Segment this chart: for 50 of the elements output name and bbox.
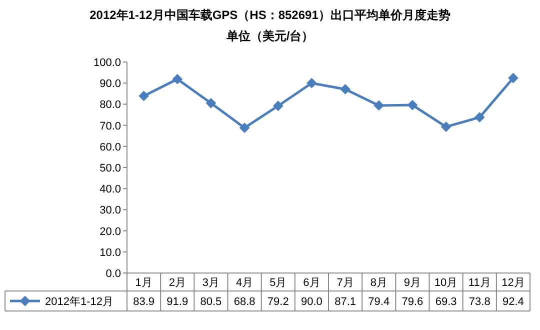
y-tick-label: 90.0 — [100, 78, 121, 90]
data-label: 79.6 — [402, 296, 424, 308]
y-tick-label: 10.0 — [100, 246, 121, 259]
x-tick-label: 2月 — [168, 277, 186, 289]
point — [138, 90, 149, 101]
chart-subtitle: 单位（美元/台） — [225, 29, 314, 43]
data-label: 80.5 — [200, 296, 222, 308]
data-label: 68.8 — [234, 296, 256, 308]
y-tick-label: 50.0 — [100, 162, 121, 174]
point — [273, 100, 284, 111]
data-label: 73.8 — [468, 296, 490, 308]
x-tick-label: 1月 — [135, 277, 152, 289]
data-label: 79.4 — [368, 296, 390, 308]
point — [172, 74, 182, 84]
point — [240, 122, 250, 133]
data-label: 79.2 — [267, 296, 289, 308]
x-tick-label: 10月 — [434, 277, 458, 289]
legend-label: 2012年1-12月 — [45, 296, 114, 308]
x-tick-label: 5月 — [270, 277, 287, 289]
x-tick-label: 3月 — [202, 277, 220, 289]
point — [474, 112, 485, 122]
data-label: 92.4 — [502, 296, 524, 308]
data-label: 90.0 — [300, 296, 322, 308]
point — [441, 122, 452, 132]
data-label: 87.1 — [334, 296, 356, 308]
y-tick-label: 80.0 — [100, 99, 121, 112]
y-tick-label: 0.0 — [106, 268, 121, 280]
x-tick-label: 8月 — [370, 277, 388, 289]
point — [407, 100, 418, 110]
y-tick-label: 20.0 — [100, 226, 121, 238]
point — [206, 98, 216, 108]
x-tick-label: 12月 — [502, 277, 525, 289]
y-tick-label: 70.0 — [100, 120, 121, 132]
chart-title: 2012年1-12月中国车载GPS（HS：852691）出口平均单价月度走势 — [90, 8, 450, 22]
data-label: 69.3 — [435, 296, 457, 308]
y-tick-label: 100.0 — [93, 57, 121, 69]
x-tick-label: 6月 — [303, 277, 320, 289]
y-tick-label: 30.0 — [100, 204, 121, 217]
y-tick-label: 40.0 — [100, 184, 121, 196]
x-tick-label: 11月 — [468, 277, 491, 289]
point — [374, 100, 384, 110]
data-label: 83.9 — [133, 296, 155, 308]
x-tick-label: 7月 — [336, 277, 354, 289]
point — [340, 84, 350, 94]
data-label: 91.9 — [166, 296, 188, 308]
x-tick-label: 9月 — [404, 277, 422, 289]
y-tick-label: 60.0 — [100, 141, 121, 154]
x-tick-label: 4月 — [236, 277, 254, 289]
point — [306, 78, 317, 88]
point — [508, 73, 518, 84]
